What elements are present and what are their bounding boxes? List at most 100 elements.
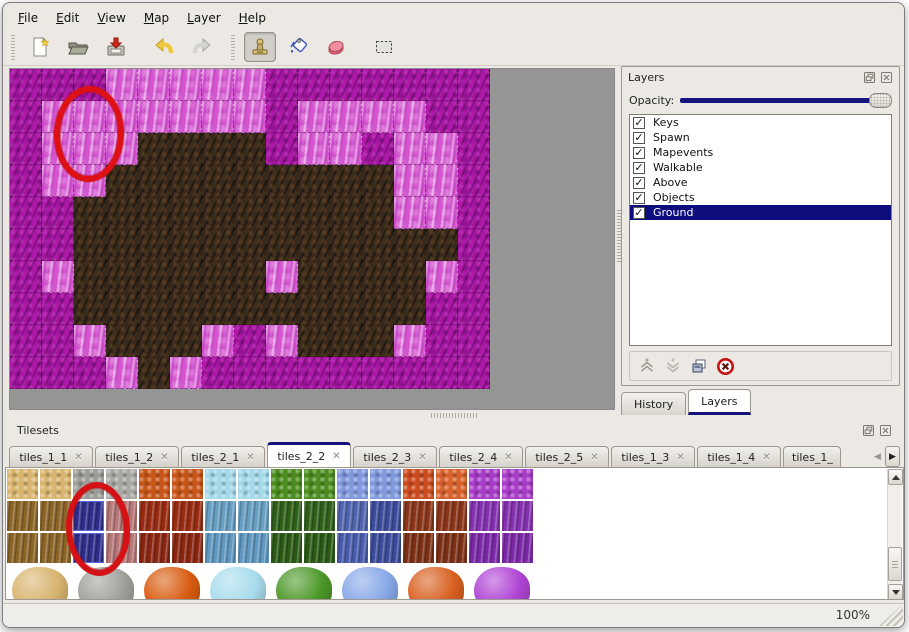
undo-button[interactable] [148, 32, 180, 62]
map-tile[interactable] [266, 101, 298, 133]
map-tile[interactable] [298, 101, 330, 133]
map-tile[interactable] [138, 229, 170, 261]
map-tile[interactable] [394, 133, 426, 165]
close-panel-icon[interactable] [880, 71, 893, 84]
map-tile[interactable] [138, 261, 170, 293]
layer-row-mapevents[interactable]: ✓ Mapevents [630, 145, 891, 160]
map-tile[interactable] [330, 293, 362, 325]
tileset-tile-selected[interactable] [73, 533, 104, 563]
map-tile[interactable] [266, 293, 298, 325]
tileset-tile[interactable] [337, 469, 368, 499]
map-tile[interactable] [42, 165, 74, 197]
map-tile[interactable] [426, 325, 458, 357]
map-canvas[interactable] [10, 69, 490, 389]
toolbar-drag-handle[interactable] [11, 34, 15, 60]
tileset-tile[interactable] [271, 533, 302, 563]
map-tile[interactable] [426, 357, 458, 389]
map-tile[interactable] [106, 293, 138, 325]
map-tile[interactable] [202, 165, 234, 197]
map-tile[interactable] [426, 133, 458, 165]
map-tile[interactable] [458, 165, 490, 197]
map-tile[interactable] [362, 293, 394, 325]
tileset-tile[interactable] [271, 501, 302, 531]
tileset-tile[interactable] [172, 501, 203, 531]
map-tile[interactable] [458, 101, 490, 133]
tileset-tile[interactable] [205, 469, 236, 499]
scroll-tabs-right-button[interactable]: ▶ [885, 446, 900, 467]
map-tile[interactable] [10, 101, 42, 133]
vertical-splitter[interactable] [616, 68, 623, 410]
map-tile[interactable] [362, 261, 394, 293]
menu-edit[interactable]: Edit [56, 10, 80, 25]
horizontal-splitter[interactable] [9, 411, 616, 419]
tileset-tab-tiles_2_2[interactable]: tiles_2_2 ✕ [267, 442, 351, 467]
map-tile[interactable] [234, 229, 266, 261]
map-tile[interactable] [106, 325, 138, 357]
layer-row-objects[interactable]: ✓ Objects [630, 190, 891, 205]
map-tile[interactable] [426, 229, 458, 261]
lower-layer-button[interactable] [660, 354, 686, 378]
fill-tool-button[interactable] [282, 32, 314, 62]
map-tile[interactable] [170, 133, 202, 165]
map-tile[interactable] [74, 69, 106, 101]
tileset-tile[interactable] [106, 469, 137, 499]
map-tile[interactable] [330, 229, 362, 261]
map-tile[interactable] [10, 261, 42, 293]
map-tile[interactable] [170, 165, 202, 197]
tileset-tab-tiles_1_[interactable]: tiles_1_ [783, 446, 841, 467]
opacity-slider-handle[interactable] [869, 93, 892, 108]
float-panel-icon[interactable] [863, 71, 876, 84]
layer-visibility-checkbox[interactable]: ✓ [633, 145, 645, 159]
map-tile[interactable] [266, 261, 298, 293]
map-tile[interactable] [394, 357, 426, 389]
map-tile[interactable] [330, 325, 362, 357]
map-tile[interactable] [330, 261, 362, 293]
map-tile[interactable] [362, 357, 394, 389]
tileset-tile[interactable] [403, 533, 434, 563]
scrollbar-thumb[interactable] [888, 547, 902, 581]
tileset-tile[interactable] [238, 469, 269, 499]
tileset-tile[interactable] [403, 469, 434, 499]
map-tile[interactable] [138, 357, 170, 389]
close-tab-icon[interactable]: ✕ [332, 450, 341, 462]
map-tile[interactable] [458, 293, 490, 325]
tileset-tile[interactable] [436, 533, 467, 563]
tileset-blob-slot[interactable] [469, 565, 535, 599]
map-tile[interactable] [426, 69, 458, 101]
menu-layer[interactable]: Layer [187, 10, 221, 25]
map-tile[interactable] [298, 293, 330, 325]
map-tile[interactable] [362, 133, 394, 165]
tileset-tab-tiles_1_2[interactable]: tiles_1_2 ✕ [95, 446, 179, 467]
tileset-tab-tiles_1_3[interactable]: tiles_1_3 ✕ [611, 446, 695, 467]
toolbar-drag-handle-2[interactable] [231, 34, 235, 60]
map-tile[interactable] [458, 133, 490, 165]
tileset-tile[interactable] [73, 469, 104, 499]
map-tile[interactable] [42, 261, 74, 293]
map-tile[interactable] [10, 229, 42, 261]
map-tile[interactable] [266, 357, 298, 389]
layer-visibility-checkbox[interactable]: ✓ [633, 115, 645, 129]
tileset-blob-slot[interactable] [73, 565, 139, 599]
tileset-tile[interactable] [205, 501, 236, 531]
map-tile[interactable] [266, 229, 298, 261]
tileset-tile[interactable] [469, 533, 500, 563]
tileset-tile[interactable] [106, 533, 137, 563]
rect-select-tool-button[interactable] [368, 32, 400, 62]
map-tile[interactable] [266, 165, 298, 197]
map-tile[interactable] [138, 69, 170, 101]
map-tile[interactable] [202, 101, 234, 133]
layer-row-ground[interactable]: ✓ Ground [630, 205, 891, 220]
close-tab-icon[interactable]: ✕ [590, 451, 599, 463]
map-tile[interactable] [42, 197, 74, 229]
map-tile[interactable] [10, 69, 42, 101]
tileset-blob-slot[interactable] [139, 565, 205, 599]
tileset-tile[interactable] [502, 469, 533, 499]
map-tile[interactable] [202, 261, 234, 293]
tileset-tile[interactable] [172, 469, 203, 499]
close-tab-icon[interactable]: ✕ [504, 451, 513, 463]
map-tile[interactable] [298, 357, 330, 389]
map-tile[interactable] [74, 293, 106, 325]
map-tile[interactable] [266, 325, 298, 357]
map-tile[interactable] [362, 101, 394, 133]
map-tile[interactable] [10, 133, 42, 165]
